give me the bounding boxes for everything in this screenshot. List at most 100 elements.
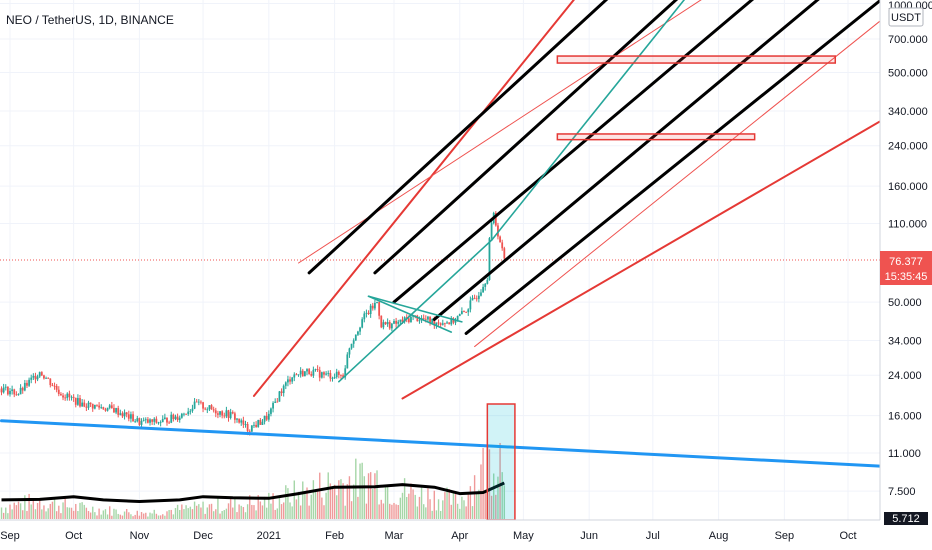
- volume-bar: [454, 492, 457, 519]
- time-axis[interactable]: Sep Oct Nov Dec 2021 Feb Mar Apr May Jun Jul Aug Sep…: [0, 530, 856, 542]
- red-channel-inner-line[interactable]: [474, 0, 914, 348]
- volume-bar: [363, 476, 365, 519]
- volume-bar: [22, 510, 24, 519]
- black-channel-line[interactable]: [464, 0, 888, 335]
- volume-bar: [49, 503, 52, 519]
- candle: [278, 390, 281, 402]
- volume-bar: [75, 503, 77, 519]
- teal-trend-line[interactable]: [490, 0, 689, 242]
- candle: [365, 309, 368, 318]
- candle: [57, 386, 60, 397]
- price-axis[interactable]: 1000.000700.000500.000340.000240.000160.…: [888, 0, 932, 498]
- y-tick-label: 11.000: [888, 448, 921, 460]
- candle: [9, 387, 11, 397]
- teal-trend-line[interactable]: [367, 295, 463, 323]
- volume-bar: [395, 504, 397, 519]
- volume-bar: [325, 492, 327, 519]
- candle: [494, 211, 497, 227]
- blue-trend-line[interactable]: [0, 419, 889, 468]
- black-channel-line[interactable]: [373, 0, 683, 275]
- x-tick-label: Sep: [775, 530, 795, 542]
- candle: [446, 320, 448, 324]
- volume-bar: [297, 491, 300, 519]
- candle: [66, 392, 69, 401]
- volume-bar: [24, 495, 26, 519]
- candle: [149, 418, 151, 426]
- candle: [166, 417, 168, 426]
- candle: [261, 419, 264, 425]
- candle: [346, 352, 349, 369]
- candle: [359, 326, 361, 336]
- candle: [93, 404, 96, 410]
- volume-bar: [367, 473, 370, 519]
- resistance-zone[interactable]: [556, 133, 756, 141]
- volume-bar: [427, 488, 429, 519]
- candle: [329, 370, 332, 382]
- red-channel-outer-line[interactable]: [252, 0, 579, 397]
- x-tick-label: 2021: [257, 530, 281, 542]
- teal-trend-line[interactable]: [367, 295, 453, 333]
- volume-bar: [493, 473, 495, 519]
- volume-highlight-box[interactable]: [486, 403, 516, 520]
- candle: [293, 372, 296, 382]
- volume-bar: [266, 507, 268, 519]
- volume-bar: [77, 511, 79, 519]
- teal-trend-line[interactable]: [338, 239, 493, 383]
- volume-bar: [191, 509, 194, 519]
- volume-bar: [287, 488, 289, 519]
- candle: [70, 395, 73, 401]
- volume-bar: [503, 485, 506, 519]
- volume-bar: [285, 485, 287, 519]
- volume-bar: [198, 504, 200, 519]
- candle: [98, 402, 101, 410]
- volume-bar: [13, 502, 15, 519]
- candle: [163, 413, 166, 420]
- candle: [499, 235, 501, 243]
- resistance-zone[interactable]: [556, 55, 837, 64]
- candle: [255, 421, 257, 428]
- candle: [74, 397, 77, 408]
- x-tick-label: Jul: [646, 530, 660, 542]
- volume-bar: [2, 512, 5, 519]
- volume-bar: [189, 506, 192, 519]
- candle: [363, 311, 366, 323]
- x-tick-label: May: [513, 530, 534, 542]
- black-channel-line[interactable]: [307, 0, 612, 275]
- currency-button[interactable]: USDT: [888, 7, 924, 27]
- candle: [257, 419, 260, 428]
- red-channel-outer-line[interactable]: [401, 65, 932, 400]
- candle: [34, 372, 37, 384]
- volume-bar: [0, 507, 3, 519]
- candle: [119, 409, 122, 416]
- volume-bar: [43, 505, 45, 519]
- y-tick-label: 24.000: [888, 370, 922, 382]
- volume-bar: [219, 513, 221, 519]
- black-channel-line[interactable]: [432, 0, 824, 321]
- candle: [178, 415, 181, 423]
- candle: [159, 420, 162, 427]
- volume-bar: [58, 505, 60, 519]
- chart-title: NEO / TetherUS, 1D, BINANCE: [6, 13, 174, 27]
- volume-bar: [157, 515, 160, 519]
- volume-bar: [306, 487, 308, 519]
- volume-layer: [0, 442, 506, 519]
- black-channel-line[interactable]: [392, 0, 759, 304]
- candle: [6, 386, 9, 396]
- volume-bar: [319, 472, 321, 519]
- volume-bar: [212, 511, 215, 519]
- volume-ma-line: [1, 481, 505, 503]
- volume-bar: [195, 505, 198, 519]
- volume-bar: [410, 483, 412, 519]
- volume-bar: [295, 499, 298, 519]
- candle: [113, 404, 115, 413]
- volume-bar: [310, 494, 312, 519]
- candle: [45, 376, 47, 379]
- candle: [231, 410, 234, 415]
- candle: [297, 374, 300, 377]
- candle: [81, 399, 84, 407]
- volume-bar: [344, 505, 346, 519]
- y-tick-label: 110.000: [888, 218, 927, 230]
- volume-bar: [338, 480, 340, 519]
- volume-bar: [314, 491, 317, 519]
- volume-bar: [225, 508, 228, 519]
